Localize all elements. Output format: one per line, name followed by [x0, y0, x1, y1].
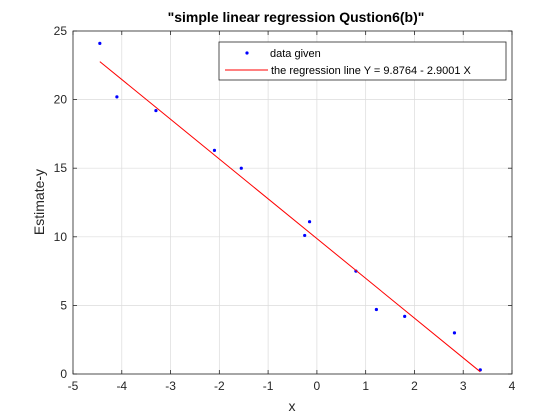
y-tick-label: 25 — [54, 24, 68, 38]
axes-box — [72, 30, 513, 375]
x-tick-label: -2 — [214, 379, 225, 393]
data-point — [212, 148, 217, 152]
y-axis-label: Estimate-y — [31, 169, 47, 235]
x-tick-label: -1 — [263, 379, 274, 393]
x-tick-label: -3 — [165, 379, 176, 393]
data-point — [239, 166, 243, 170]
axis-ticks: -5 -4 -3 -2 -1 0 1 2 3 4 0 5 10 15 20 25 — [54, 24, 516, 393]
data-point — [115, 95, 119, 99]
data-point — [403, 314, 407, 318]
y-tick-label: 15 — [54, 161, 68, 175]
x-axis-label: x — [289, 398, 296, 414]
x-tick-label: 0 — [314, 379, 321, 393]
data-point — [374, 307, 378, 312]
y-tick-label: 0 — [60, 367, 67, 381]
plot-area — [98, 41, 482, 373]
data-point — [307, 220, 312, 224]
legend-marker-data-given — [245, 51, 249, 55]
data-point — [154, 108, 158, 113]
data-point — [98, 41, 102, 45]
regression-line — [99, 61, 481, 373]
x-tick-label: 3 — [460, 379, 467, 393]
legend-label-regression: the regression line Y = 9.8764 - 2.9001 … — [271, 65, 472, 77]
data-point — [452, 331, 457, 335]
y-tick-label: 10 — [54, 230, 68, 244]
x-tick-label: -5 — [68, 379, 79, 393]
x-tick-label: -4 — [116, 379, 127, 393]
y-tick-label: 5 — [60, 298, 67, 312]
legend-box — [218, 41, 507, 81]
chart-title: "simple linear regression Qustion6(b)" — [168, 9, 425, 25]
data-point — [303, 233, 307, 238]
x-tick-label: 2 — [411, 379, 418, 393]
x-tick-label: 4 — [509, 379, 516, 393]
legend: data given the regression line Y = 9.876… — [218, 41, 507, 81]
x-tick-label: 1 — [362, 379, 369, 393]
legend-label-data-given: data given — [270, 48, 321, 60]
y-tick-label: 20 — [54, 93, 68, 107]
